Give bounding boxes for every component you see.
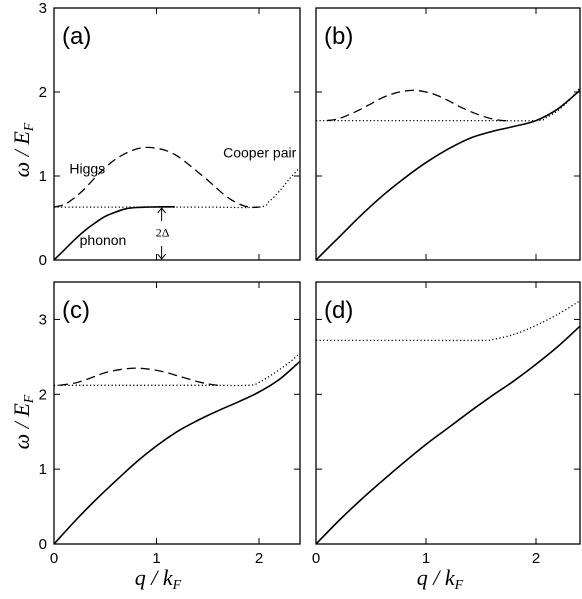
panel-d: 0 1 2 (d) <box>312 281 581 567</box>
y-axis-label-top: ω / EF <box>9 122 37 177</box>
series-higgs-line <box>59 367 224 387</box>
panels: 0 1 2 3 (a) Higgs Cooper pair phonon 2Δ (b) 0 1 2 3 0 1… <box>39 0 581 567</box>
y-tick-label: 0 <box>39 536 47 553</box>
series-group <box>54 146 300 260</box>
x-tick-label: 2 <box>255 550 263 567</box>
series-phonon-line <box>54 205 175 260</box>
plot-frame <box>315 281 581 545</box>
y-axis-label-sub: F <box>22 394 37 404</box>
x-axis-label-main: q / k <box>135 565 174 590</box>
series-higgs-line <box>326 89 509 122</box>
series-phonon-line <box>54 360 300 544</box>
plot-frame <box>315 7 581 261</box>
y-tick-label: 2 <box>39 386 47 403</box>
annotation-gap: 2Δ <box>156 225 170 239</box>
annotation-phonon: phonon <box>80 232 127 248</box>
x-axis-label-sub: F <box>454 578 464 593</box>
x-axis-label-sub: F <box>172 578 182 593</box>
x-tick-label: 0 <box>50 550 58 567</box>
series-group <box>316 300 580 544</box>
panel-label: (a) <box>62 23 91 50</box>
panel-label: (b) <box>324 23 353 50</box>
x-tick-label: 0 <box>312 550 320 567</box>
y-axis-label-main: ω / E <box>9 403 34 450</box>
panel-a: 0 1 2 3 (a) Higgs Cooper pair phonon 2Δ <box>39 0 301 269</box>
panel-b: (b) <box>315 7 581 261</box>
gap-arrow-bottom-head <box>157 253 167 260</box>
y-tick-label: 1 <box>39 461 47 478</box>
annotation-cooper-pair: Cooper pair <box>223 145 296 161</box>
series-continuum-edge-line <box>316 87 580 122</box>
series-phonon-line <box>316 325 580 544</box>
panel-label: (d) <box>324 297 353 324</box>
series-group <box>54 352 300 544</box>
series-continuum-edge-line <box>316 300 580 342</box>
y-axis-label-sub: F <box>22 122 37 132</box>
y-tick-label: 1 <box>39 168 47 185</box>
series-group <box>316 87 580 260</box>
plot-frame <box>53 281 301 545</box>
x-tick-label: 2 <box>532 550 540 567</box>
panel-c: 0 1 2 3 0 1 2 (c) <box>39 281 301 567</box>
x-tick-label: 1 <box>152 550 160 567</box>
panel-label: (c) <box>62 297 90 324</box>
x-axis-label-left: q / kF <box>135 565 182 593</box>
plot-frame <box>53 7 301 261</box>
y-tick-label: 3 <box>39 0 47 17</box>
annotation-higgs: Higgs <box>69 160 105 176</box>
series-phonon-line <box>316 89 580 260</box>
y-axis-label-main: ω / E <box>9 131 34 178</box>
y-tick-label: 2 <box>39 84 47 101</box>
y-tick-label: 3 <box>39 311 47 328</box>
gap-arrow-top-head <box>157 207 167 214</box>
y-axis-label-bottom: ω / EF <box>9 394 37 449</box>
series-continuum-edge-line <box>54 352 300 387</box>
x-axis-label-main: q / k <box>417 565 456 590</box>
x-tick-label: 1 <box>422 550 430 567</box>
x-axis-label-right: q / kF <box>417 565 464 593</box>
y-tick-label: 0 <box>39 252 47 269</box>
